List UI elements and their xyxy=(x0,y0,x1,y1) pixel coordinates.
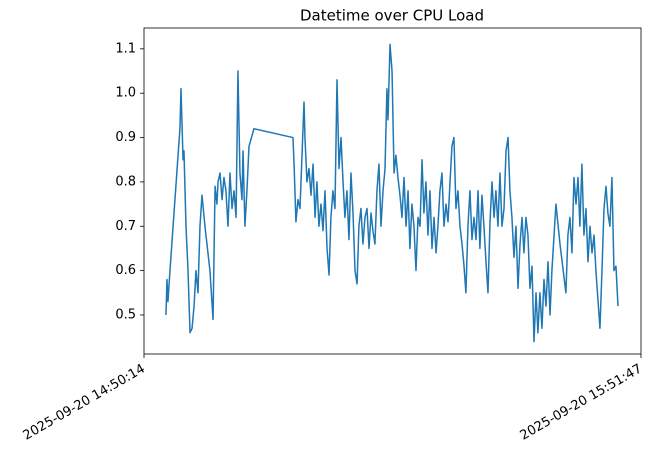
y-tick-label: 0.9 xyxy=(115,130,136,145)
plot-frame xyxy=(143,27,642,355)
y-tick-label: 1.1 xyxy=(115,41,136,56)
y-tick-label: 0.6 xyxy=(115,263,136,278)
y-tick-label: 0.7 xyxy=(115,219,136,234)
data-line xyxy=(165,43,619,343)
chart-title: Datetime over CPU Load xyxy=(300,7,484,25)
y-tick-label: 0.5 xyxy=(115,307,136,322)
y-tick-label: 0.8 xyxy=(115,174,136,189)
y-tick-label: 1.0 xyxy=(115,86,136,101)
